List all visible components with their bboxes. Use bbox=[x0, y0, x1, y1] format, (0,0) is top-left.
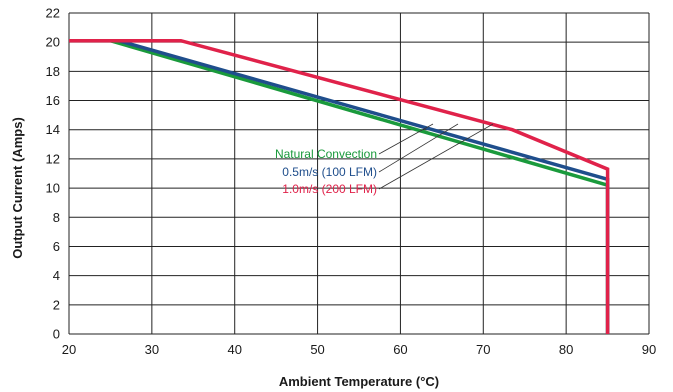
y-tick-label: 12 bbox=[46, 151, 60, 166]
x-tick-label: 40 bbox=[227, 342, 241, 357]
series-lines bbox=[69, 38, 610, 334]
series-line-3 bbox=[69, 38, 610, 334]
y-tick-label: 22 bbox=[46, 6, 60, 21]
x-tick-label: 30 bbox=[145, 342, 159, 357]
y-tick-label: 4 bbox=[53, 268, 60, 283]
y-tick-label: 18 bbox=[46, 64, 60, 79]
x-axis-title: Ambient Temperature (°C) bbox=[279, 374, 439, 389]
tick-labels: 0 2 4 6 8 10 12 14 16 18 20 22 20 30 40 50 60 70 80 90 bbox=[46, 6, 657, 358]
x-tick-label: 50 bbox=[310, 342, 324, 357]
x-tick-label: 70 bbox=[476, 342, 490, 357]
y-tick-label: 10 bbox=[46, 181, 60, 196]
series-label: Natural Convection bbox=[275, 147, 377, 161]
series-label: 1.0m/s (200 LFM) bbox=[282, 182, 377, 196]
leader-line bbox=[378, 123, 459, 173]
x-tick-label: 20 bbox=[62, 342, 76, 357]
y-tick-label: 14 bbox=[46, 122, 60, 137]
y-tick-label: 20 bbox=[46, 35, 60, 50]
y-tick-label: 0 bbox=[53, 327, 60, 342]
y-tick-label: 16 bbox=[46, 93, 60, 108]
x-tick-label: 60 bbox=[393, 342, 407, 357]
y-tick-label: 2 bbox=[53, 297, 60, 312]
x-tick-label: 90 bbox=[642, 342, 656, 357]
series-label: 0.5m/s (100 LFM) bbox=[282, 165, 377, 179]
y-axis-title: Output Current (Amps) bbox=[10, 117, 25, 259]
series-labels: Natural Convection 0.5m/s (100 LFM) 1.0m/s… bbox=[275, 123, 494, 196]
x-tick-label: 80 bbox=[559, 342, 573, 357]
leader-line bbox=[378, 123, 494, 190]
y-tick-label: 8 bbox=[53, 210, 60, 225]
y-tick-label: 6 bbox=[53, 239, 60, 254]
leader-line bbox=[378, 123, 434, 155]
